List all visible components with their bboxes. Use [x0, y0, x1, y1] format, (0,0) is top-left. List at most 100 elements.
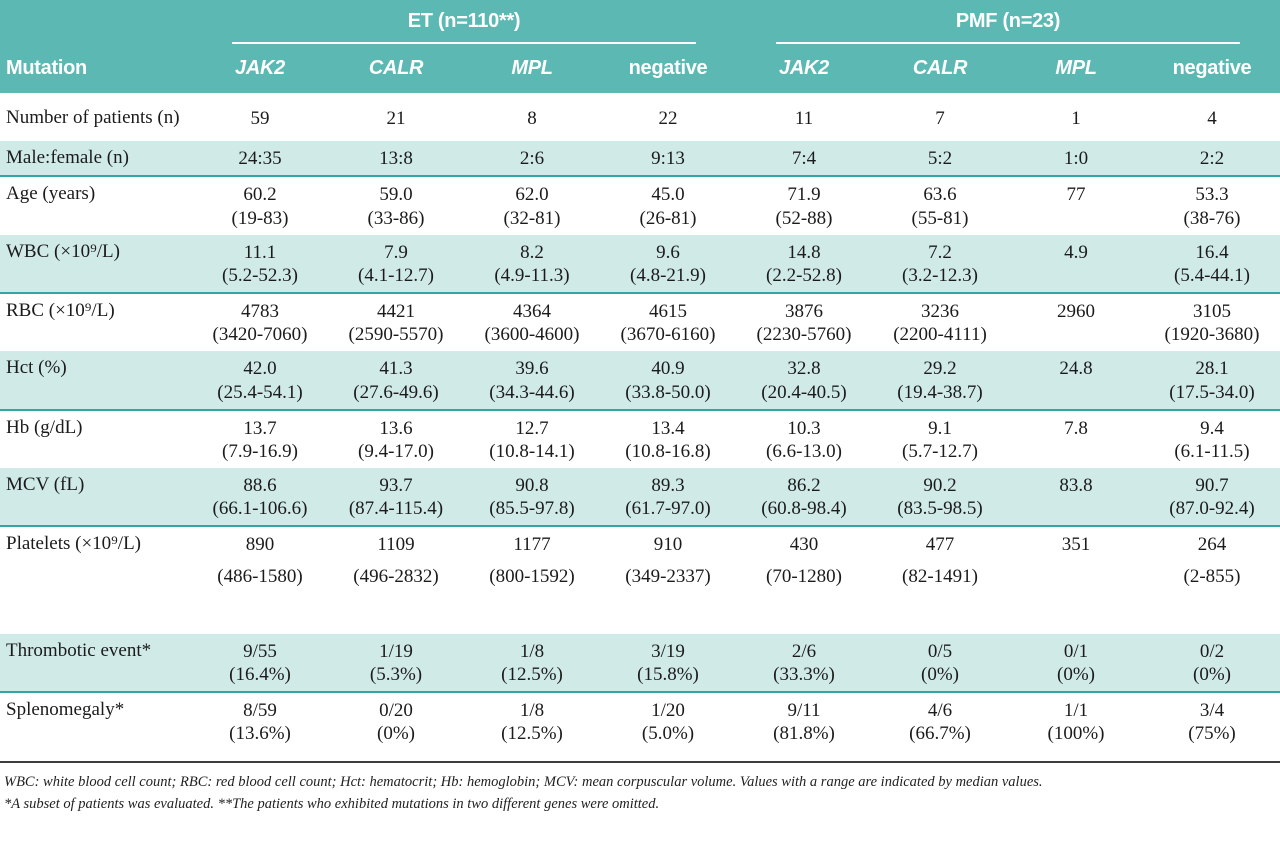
cell-value: 9/55: [243, 640, 277, 662]
cell-value: 10.3: [787, 417, 821, 439]
data-cell: 5:2: [872, 141, 1008, 176]
cell-range: (496-2832): [353, 565, 439, 587]
data-cell: 41.3 (27.6-49.6): [328, 351, 464, 409]
data-cell: 7:4: [736, 141, 872, 176]
column-header-mpl-et: MPL: [464, 44, 600, 93]
data-cell: 13.4 (10.8-16.8): [600, 410, 736, 468]
cell-value: 3/19: [651, 640, 685, 662]
row-label: Thrombotic event*: [6, 639, 152, 661]
cell-value: 77: [1066, 184, 1086, 206]
cell-range: (5.0%): [641, 723, 695, 745]
data-cell: 53.3 (38-76): [1144, 176, 1280, 234]
data-cell: 9/11 (81.8%): [736, 692, 872, 750]
cell-value: 1/1: [1063, 700, 1089, 722]
data-cell: 88.6 (66.1-106.6): [192, 468, 328, 526]
cell-value: 14.8: [787, 241, 821, 263]
cell-value: 430: [789, 534, 819, 556]
data-cell: 4783 (3420-7060): [192, 293, 328, 351]
table-row: Age (years) 60.2 (19-83) 59.0 (33-86) 62.0 (32…: [0, 176, 1280, 235]
cell-range: (60.8-98.4): [761, 498, 847, 520]
cell-range: (33-86): [367, 207, 425, 229]
data-cell: 1/8 (12.5%): [464, 692, 600, 750]
cell-range: (87.0-92.4): [1169, 498, 1255, 520]
data-cell: 62.0 (32-81): [464, 176, 600, 234]
data-cell: 13.6 (9.4-17.0): [328, 410, 464, 468]
column-header-jak2-pmf: JAK2: [736, 44, 872, 93]
cell-value: 1/8: [519, 700, 545, 722]
cell-value: 9:13: [651, 148, 685, 170]
cell-value: 8/59: [243, 700, 277, 722]
data-cell: 42.0 (25.4-54.1): [192, 351, 328, 409]
data-cell: 93.7 (87.4-115.4): [328, 468, 464, 526]
cell-range: (32-81): [503, 207, 561, 229]
cell-value: 13.7: [243, 417, 277, 439]
cell-value: 1/20: [651, 700, 685, 722]
cell-value: 88.6: [243, 475, 277, 497]
data-cell: 59: [192, 93, 328, 141]
data-cell: 22: [600, 93, 736, 141]
cell-value: 5:2: [927, 148, 953, 170]
data-cell: 24:35: [192, 141, 328, 176]
table-row: MCV (fL) 88.6 (66.1-106.6) 93.7 (87.4-115.4)…: [0, 468, 1280, 527]
data-cell: 28.1 (17.5-34.0): [1144, 351, 1280, 409]
data-cell: 1:0: [1008, 141, 1144, 176]
cell-range: (87.4-115.4): [348, 498, 444, 520]
data-cell: 2:2: [1144, 141, 1280, 176]
cell-value: 24.8: [1059, 358, 1093, 380]
cell-value: 13:8: [379, 148, 413, 170]
cell-value: 910: [653, 534, 683, 556]
cell-range: (349-2337): [625, 565, 711, 587]
cell-range: (9.4-17.0): [358, 440, 434, 462]
cell-value: 4421: [377, 301, 415, 323]
cell-range: (25.4-54.1): [217, 381, 303, 403]
data-cell: 71.9 (52-88): [736, 176, 872, 234]
table-body: Number of patients (n) 59 21 8 22 11 7 1 4 Male:f…: [0, 93, 1280, 751]
mutation-table: ET (n=110**) PMF (n=23) Mutation JAK2 CAL…: [0, 0, 1280, 751]
cell-range: (13.6%): [229, 723, 291, 745]
data-cell: 0/2 (0%): [1144, 634, 1280, 692]
row-label: Number of patients (n): [6, 107, 180, 128]
cell-value: 890: [245, 534, 275, 556]
cell-range: (55-81): [911, 207, 969, 229]
cell-value: 60.2: [243, 184, 277, 206]
column-header-negative-pmf: negative: [1144, 44, 1280, 93]
data-cell: 40.9 (33.8-50.0): [600, 351, 736, 409]
cell-value: 11: [794, 108, 814, 129]
group-label-pmf: PMF (n=23): [776, 0, 1240, 44]
cell-value: 7.2: [928, 241, 952, 263]
data-cell: 4: [1144, 93, 1280, 141]
table-row: Platelets (×10⁹/L) 890 (486-1580) 1109 (496-…: [0, 526, 1280, 634]
cell-value: 59.0: [379, 184, 413, 206]
cell-range: (2590-5570): [348, 324, 444, 346]
cell-value: 59: [250, 108, 270, 129]
cell-range: (16.4%): [229, 663, 291, 685]
data-cell: 7.9 (4.1-12.7): [328, 235, 464, 293]
data-cell: 24.8: [1008, 351, 1144, 409]
cell-value: 16.4: [1195, 241, 1229, 263]
data-cell: 3876 (2230-5760): [736, 293, 872, 351]
data-cell: 13:8: [328, 141, 464, 176]
table-row: Splenomegaly* 8/59 (13.6%) 0/20 (0%) 1/8 (12.5…: [0, 692, 1280, 751]
cell-value: 90.2: [923, 475, 957, 497]
cell-range: (800-1592): [489, 565, 575, 587]
cell-value: 9.4: [1200, 417, 1224, 439]
data-cell: 2960: [1008, 293, 1144, 351]
data-cell: 0/5 (0%): [872, 634, 1008, 692]
data-cell: 1/20 (5.0%): [600, 692, 736, 750]
data-cell: 8.2 (4.9-11.3): [464, 235, 600, 293]
cell-value: 0/20: [379, 700, 413, 722]
cell-range: (15.8%): [637, 663, 699, 685]
data-cell: 45.0 (26-81): [600, 176, 736, 234]
cell-range: (0%): [377, 723, 415, 745]
cell-value: 4/6: [927, 700, 953, 722]
data-cell: 4364 (3600-4600): [464, 293, 600, 351]
group-header-pmf: PMF (n=23): [736, 0, 1280, 44]
cell-range: (61.7-97.0): [625, 498, 711, 520]
data-cell: 0/1 (0%): [1008, 634, 1144, 692]
row-label: WBC (×10⁹/L): [6, 240, 120, 262]
cell-value: 477: [925, 534, 955, 556]
data-cell: 1/1 (100%): [1008, 692, 1144, 750]
data-cell: 86.2 (60.8-98.4): [736, 468, 872, 526]
footnote-abbreviations: WBC: white blood cell count; RBC: red bl…: [4, 774, 1043, 791]
cell-range: (5.7-12.7): [902, 440, 978, 462]
